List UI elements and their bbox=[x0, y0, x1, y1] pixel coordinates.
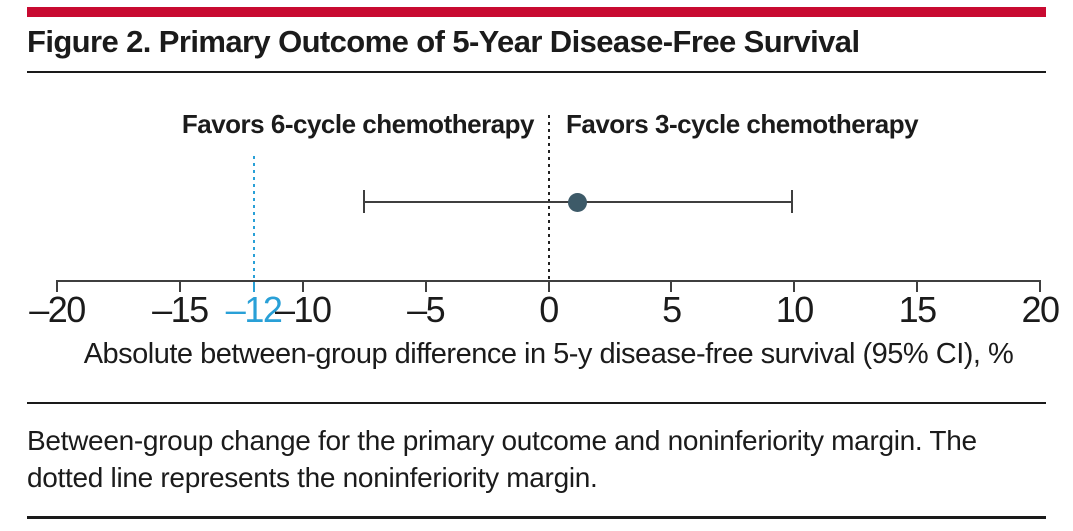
favors-left-label: Favors 6-cycle chemotherapy bbox=[181, 109, 535, 139]
x-axis-tick bbox=[178, 282, 181, 292]
x-axis-tick bbox=[547, 282, 550, 292]
favors-right-label: Favors 3-cycle chemotherapy bbox=[566, 109, 919, 139]
title-divider bbox=[27, 71, 1046, 73]
ci-lower-cap bbox=[363, 190, 366, 213]
x-tick-label: 20 bbox=[1021, 289, 1060, 330]
x-tick-label: –12 bbox=[225, 289, 283, 330]
x-axis-tick bbox=[252, 282, 255, 292]
x-tick-label: –5 bbox=[407, 289, 446, 330]
x-axis-title: Absolute between-group difference in 5-y… bbox=[83, 338, 1014, 370]
x-tick-label: 0 bbox=[539, 289, 559, 330]
x-axis-tick bbox=[1039, 282, 1041, 292]
x-axis-line bbox=[56, 280, 1041, 282]
ci-upper-cap bbox=[790, 190, 793, 213]
x-tick-label: –10 bbox=[274, 289, 332, 330]
x-tick-label: 5 bbox=[662, 289, 682, 330]
noninferiority-margin-line bbox=[252, 156, 255, 281]
x-axis-tick bbox=[670, 282, 673, 292]
x-tick-label: –20 bbox=[29, 289, 86, 330]
x-tick-label: 15 bbox=[898, 289, 938, 330]
figure-title: Figure 2. Primary Outcome of 5-Year Dise… bbox=[27, 24, 860, 59]
zero-reference-line bbox=[547, 115, 550, 281]
caption-top-divider bbox=[27, 402, 1046, 404]
accent-bar bbox=[27, 7, 1046, 17]
x-axis-tick bbox=[301, 282, 304, 292]
x-axis-tick bbox=[424, 282, 427, 292]
point-estimate-marker bbox=[568, 192, 588, 212]
figure-caption: Between-group change for the primary out… bbox=[27, 425, 977, 493]
caption-bottom-divider bbox=[27, 516, 1046, 519]
x-tick-label: 10 bbox=[775, 289, 815, 330]
x-axis-tick bbox=[56, 282, 58, 292]
x-tick-label: –15 bbox=[152, 289, 209, 330]
x-axis-tick bbox=[793, 282, 796, 292]
x-axis-tick bbox=[916, 282, 919, 292]
